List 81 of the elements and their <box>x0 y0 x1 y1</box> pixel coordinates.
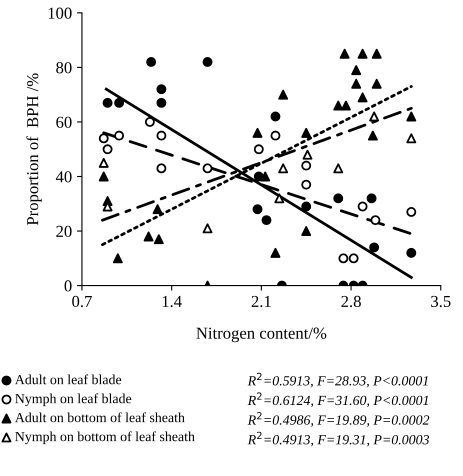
point <box>202 163 212 174</box>
point <box>278 163 288 174</box>
point <box>154 234 164 244</box>
x-axis-title: Nitrogen content/% <box>196 328 326 342</box>
point <box>102 144 113 154</box>
point <box>301 180 312 190</box>
x-tick-label: 1.4 <box>162 296 182 308</box>
point <box>98 133 109 144</box>
legend-label: Adult on bottom of leaf sheath <box>14 412 185 422</box>
point <box>368 130 378 141</box>
point <box>340 48 350 59</box>
point <box>156 130 166 141</box>
point <box>301 226 312 236</box>
point <box>358 48 368 59</box>
point <box>348 253 359 264</box>
point <box>202 56 212 67</box>
point <box>146 56 156 67</box>
point <box>270 112 280 122</box>
point <box>372 78 382 89</box>
point <box>156 163 166 174</box>
point <box>270 130 280 141</box>
x-tick-label: 2.1 <box>252 296 271 308</box>
point <box>260 172 270 182</box>
text: R$^{2}$=0.6124, F=31.60, P<0.0001 <box>248 392 428 408</box>
point <box>278 90 288 100</box>
point <box>202 223 212 234</box>
y-tick-label: 20 <box>56 226 72 237</box>
point <box>358 92 368 102</box>
x-tick-label: 2.8 <box>341 296 361 308</box>
point <box>333 100 344 111</box>
text: R$^{2}$=0.4986, F=19.89, P=0.0002 <box>248 412 430 427</box>
y-tick-label: 0 <box>64 280 72 292</box>
y-tick-label: 80 <box>56 62 72 74</box>
point <box>274 193 284 204</box>
point <box>156 84 166 94</box>
point <box>144 116 155 127</box>
point <box>98 158 109 168</box>
point <box>406 112 416 122</box>
point <box>351 65 362 76</box>
point <box>333 163 344 174</box>
point <box>333 193 344 204</box>
y-tick-label: 60 <box>56 116 72 128</box>
point <box>254 144 264 154</box>
point <box>366 193 377 204</box>
point <box>369 112 380 122</box>
point <box>114 98 124 108</box>
point <box>252 128 262 138</box>
y-axis-title: Proportion of BPH /% <box>26 73 42 226</box>
point <box>372 48 382 59</box>
point <box>370 215 380 226</box>
point <box>114 130 124 141</box>
point <box>406 207 416 217</box>
point <box>262 215 272 226</box>
point <box>152 204 163 214</box>
point <box>406 133 416 144</box>
legend-label: Nymph on leaf blade <box>15 393 132 406</box>
point <box>369 242 380 252</box>
point <box>302 150 312 160</box>
point <box>270 248 280 258</box>
point <box>301 160 312 171</box>
point <box>112 253 123 264</box>
point <box>351 78 362 89</box>
point <box>98 172 109 182</box>
point <box>102 98 113 108</box>
legend-label: Adult on leaf blade <box>14 374 122 384</box>
point <box>340 100 351 111</box>
legend-label: Nymph on bottom of leaf sheath <box>15 431 195 444</box>
point <box>301 128 312 138</box>
point <box>301 202 312 212</box>
point <box>338 253 348 264</box>
point <box>156 98 166 108</box>
text: R$^{2}$=0.5913, F=28.93, P<0.0001 <box>248 372 428 388</box>
y-tick-label: 100 <box>48 8 72 19</box>
x-tick-label: 3.5 <box>431 296 451 308</box>
point <box>144 232 154 242</box>
point <box>252 204 262 214</box>
point <box>358 202 368 212</box>
point <box>406 248 416 258</box>
y-tick-label: 40 <box>56 171 72 182</box>
x-tick-label: 0.7 <box>72 296 92 308</box>
text: R$^{2}$=0.4913, F=19.31, P=0.0003 <box>248 432 430 446</box>
